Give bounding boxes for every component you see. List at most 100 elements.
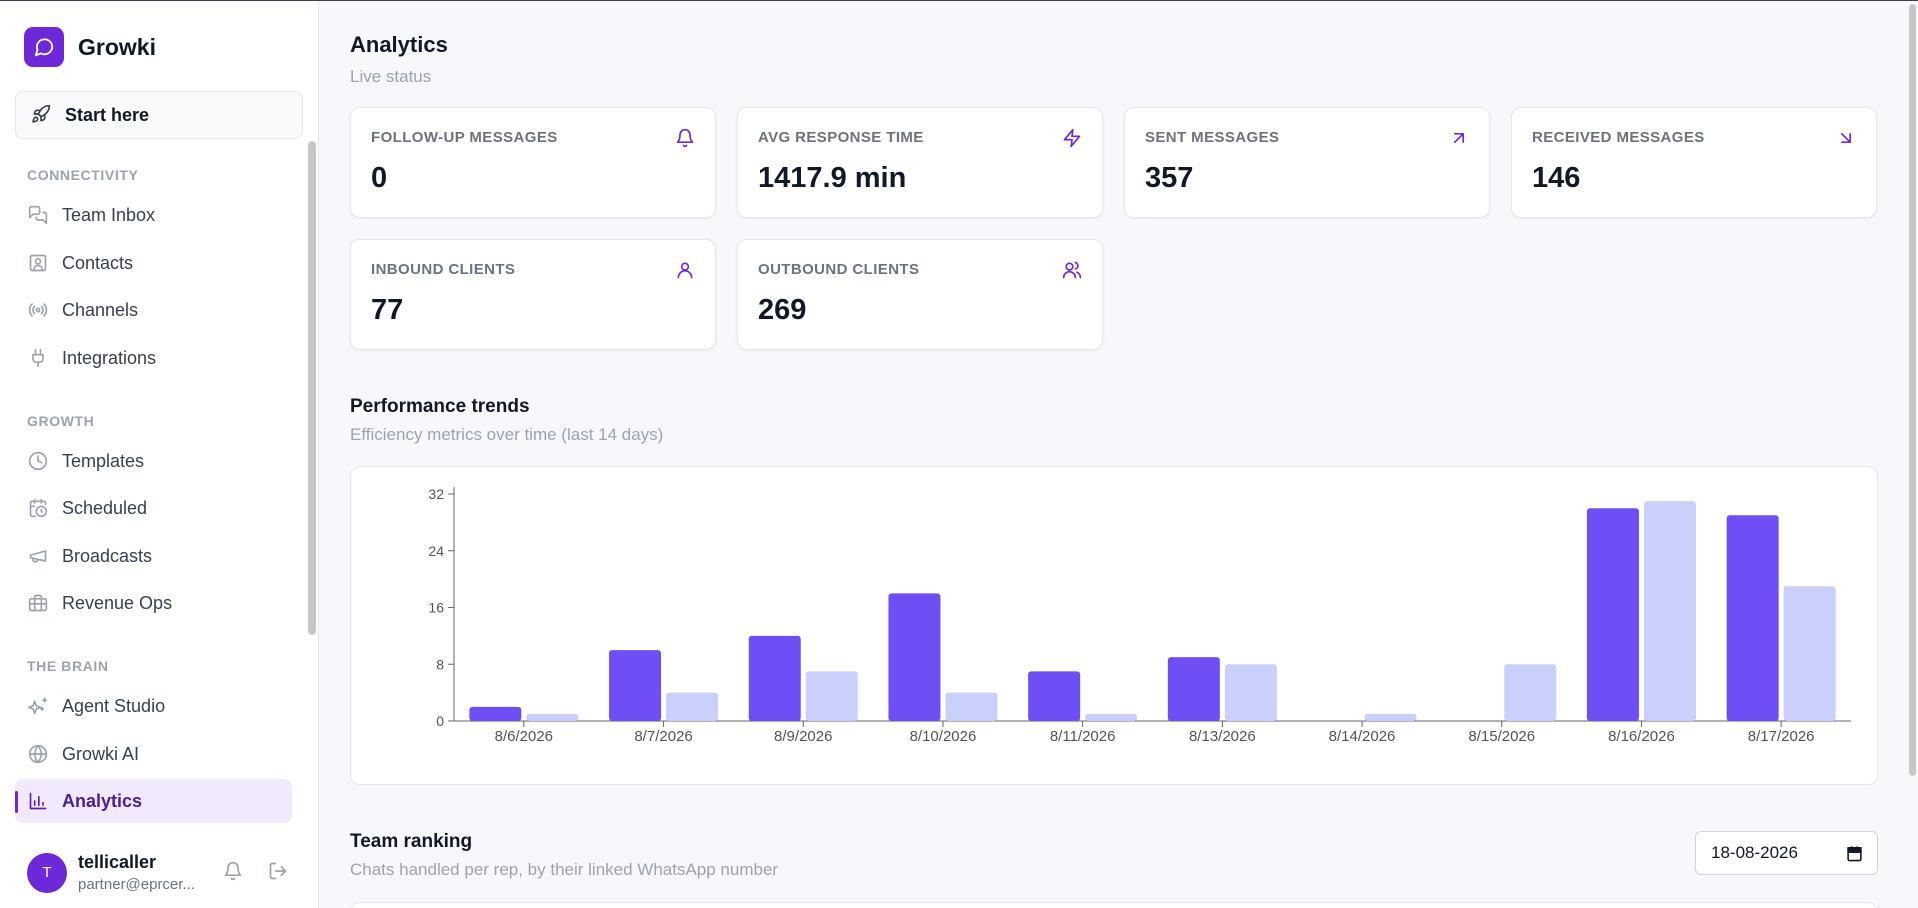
bar-chart-icon: [28, 791, 48, 811]
bar-series-2: [526, 713, 579, 721]
sidebar-item-label: Integrations: [62, 347, 157, 368]
performance-subtitle: Efficiency metrics over time (last 14 da…: [350, 425, 664, 444]
contact-book-icon: [28, 253, 48, 273]
stat-value: 0: [371, 162, 388, 194]
sidebar-item-team-inbox[interactable]: Team Inbox: [15, 193, 292, 237]
x-tick-label: 8/13/2026: [1189, 728, 1256, 745]
stat-value: 1417.9 min: [758, 162, 907, 194]
y-tick-label: 0: [436, 713, 444, 729]
sidebar-item-label: Channels: [62, 299, 139, 320]
user-email: partner@eprcer...: [78, 876, 195, 893]
sidebar-item-agent-studio[interactable]: Agent Studio: [15, 684, 292, 728]
date-value: 18-08-2026: [1711, 843, 1798, 862]
briefcase-icon: [28, 593, 48, 613]
stat-card-avg-response: AVG RESPONSE TIME 1417.9 min: [737, 107, 1103, 218]
sidebar-item-label: Contacts: [62, 252, 134, 273]
x-tick-label: 8/10/2026: [910, 728, 977, 745]
lightning-icon: [1062, 128, 1082, 148]
stat-label: SENT MESSAGES: [1145, 129, 1280, 146]
sidebar-item-label: Agent Studio: [62, 695, 166, 716]
calendar-icon[interactable]: [1846, 845, 1863, 862]
start-here-button[interactable]: Start here: [15, 91, 303, 139]
sidebar-item-templates[interactable]: Templates: [15, 439, 292, 483]
sidebar-item-label: Broadcasts: [62, 545, 153, 566]
stat-value: 146: [1532, 162, 1581, 194]
performance-bar-chart: 0 8 16 24 32 8/6/2026 8/7/2026 8/9/2026 8/10/202…: [428, 486, 1851, 745]
sidebar-item-growki-ai[interactable]: Growki AI: [15, 732, 292, 776]
page-title: Analytics: [350, 32, 448, 57]
sidebar-item-label: Revenue Ops: [62, 592, 173, 613]
active-indicator: [15, 791, 18, 813]
clock-icon: [28, 451, 48, 471]
sidebar-item-label: Analytics: [62, 790, 143, 811]
bar-series-1: [1028, 671, 1081, 721]
bar-series-2: [666, 692, 719, 721]
sidebar-item-channels[interactable]: Channels: [15, 288, 292, 332]
sidebar-item-integrations[interactable]: Integrations: [15, 336, 292, 380]
megaphone-icon: [28, 546, 48, 566]
user-icon: [675, 260, 695, 280]
bar-series-2: [1643, 501, 1696, 721]
stat-card-received: RECEIVED MESSAGES 146: [1511, 107, 1877, 218]
sidebar-item-scheduled[interactable]: Scheduled: [15, 486, 292, 530]
sidebar-item-label: Growki AI: [62, 743, 140, 764]
bar-series-1: [1167, 657, 1220, 721]
y-tick-label: 8: [436, 656, 444, 672]
stat-card-inbound: INBOUND CLIENTS 77: [350, 239, 716, 350]
x-tick-label: 8/16/2026: [1608, 728, 1675, 745]
notifications-bell-icon[interactable]: [223, 861, 245, 883]
sidebar-item-label: Team Inbox: [62, 204, 156, 225]
calendar-clock-icon: [28, 498, 48, 518]
messages-icon: [28, 205, 48, 225]
globe-brain-icon: [28, 744, 48, 764]
sidebar-item-broadcasts[interactable]: Broadcasts: [15, 534, 292, 578]
bar-series-1: [609, 650, 662, 721]
sidebar-item-label: Scheduled: [62, 497, 148, 518]
bar-series-2: [945, 692, 998, 721]
sidebar-scrollbar[interactable]: [308, 141, 316, 635]
team-ranking-card: [350, 902, 1878, 908]
page-subtitle: Live status: [350, 67, 432, 86]
stat-label: INBOUND CLIENTS: [371, 261, 516, 278]
bar-series-2: [805, 671, 858, 721]
sidebar-item-analytics[interactable]: Analytics: [15, 779, 292, 823]
bell-icon: [675, 128, 695, 148]
arrow-down-right-icon: [1836, 128, 1856, 148]
x-tick-label: 8/6/2026: [495, 728, 553, 745]
sparkles-icon: [28, 696, 48, 716]
chat-bubble-icon: [24, 27, 64, 67]
bar-series-2: [1085, 713, 1138, 721]
sidebar-item-label: Templates: [62, 450, 145, 471]
date-picker-input[interactable]: 18-08-2026: [1695, 831, 1878, 875]
stat-value: 357: [1145, 162, 1194, 194]
stat-value: 269: [758, 294, 807, 326]
section-title-the-brain: THE BRAIN: [27, 658, 109, 674]
main-scrollbar[interactable]: [1909, 4, 1916, 776]
plug-icon: [28, 348, 48, 368]
stat-card-outbound: OUTBOUND CLIENTS 269: [737, 239, 1103, 350]
sidebar: Growki Start here CONNECTIVITY Team Inbo…: [0, 1, 319, 908]
user-profile[interactable]: T tellicaller partner@eprcer...: [27, 852, 195, 893]
stat-card-follow-up: FOLLOW-UP MESSAGES 0: [350, 107, 716, 218]
x-tick-label: 8/15/2026: [1468, 728, 1535, 745]
arrow-up-right-icon: [1449, 128, 1469, 148]
logout-icon[interactable]: [268, 861, 290, 883]
x-tick-label: 8/17/2026: [1748, 728, 1815, 745]
section-title-connectivity: CONNECTIVITY: [27, 167, 139, 183]
bar-series-2: [1783, 586, 1836, 721]
brand[interactable]: Growki: [24, 27, 156, 67]
bar-series-2: [1364, 713, 1417, 721]
x-tick-label: 8/14/2026: [1329, 728, 1396, 745]
bar-series-1: [748, 635, 801, 721]
sidebar-item-contacts[interactable]: Contacts: [15, 241, 292, 285]
section-title-growth: GROWTH: [27, 413, 95, 429]
team-ranking-subtitle: Chats handled per rep, by their linked W…: [350, 860, 779, 879]
brand-name: Growki: [78, 33, 156, 60]
sidebar-item-revenue-ops[interactable]: Revenue Ops: [15, 581, 292, 625]
stat-label: RECEIVED MESSAGES: [1532, 129, 1705, 146]
y-tick-label: 32: [428, 486, 444, 502]
x-tick-label: 8/7/2026: [634, 728, 692, 745]
stat-value: 77: [371, 294, 404, 326]
y-tick-label: 24: [428, 543, 444, 559]
bar-series-1: [888, 593, 941, 721]
